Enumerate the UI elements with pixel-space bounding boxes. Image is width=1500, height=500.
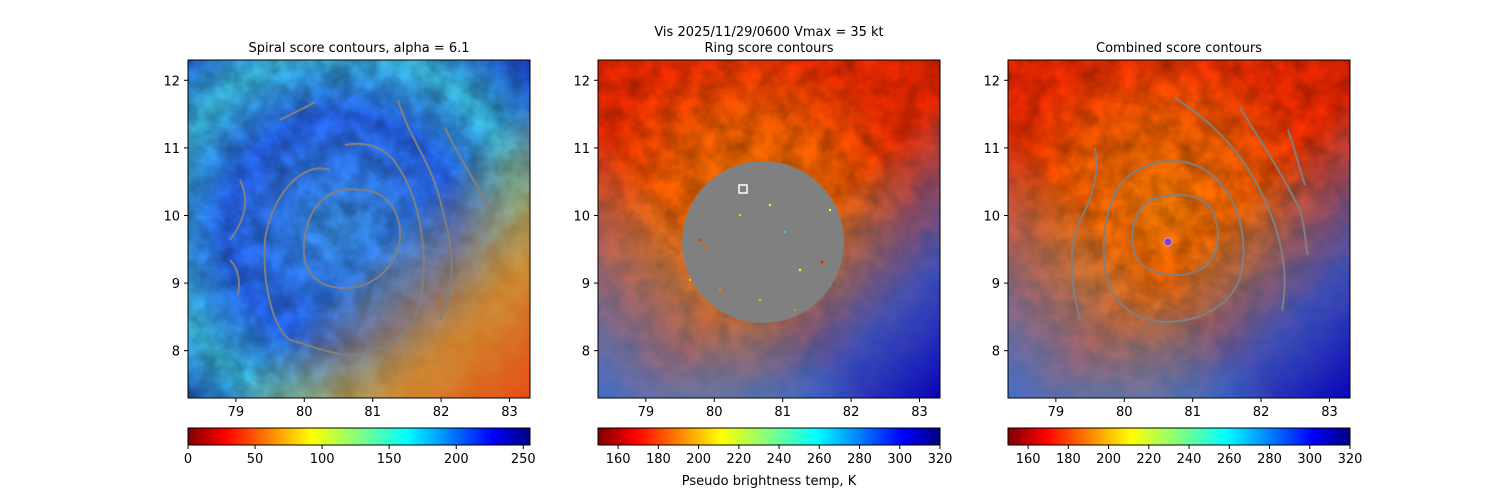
x-tick-label: 81 [1184, 405, 1201, 420]
colorbar-tick-label: 280 [1257, 452, 1282, 467]
y-tick-label: 9 [172, 277, 180, 292]
colorbar-tick-label: 200 [686, 452, 711, 467]
x-tick-label: 79 [228, 405, 245, 420]
colorbar-tick-label: 200 [1096, 452, 1121, 467]
panel-ring-image [598, 60, 940, 398]
x-tick-label: 82 [843, 405, 860, 420]
x-tick-label: 83 [501, 405, 518, 420]
x-tick-label: 79 [638, 405, 655, 420]
colorbar-tick-label: 0 [184, 452, 192, 467]
y-tick-label: 11 [163, 142, 180, 157]
colorbar-tick-label: 200 [444, 452, 469, 467]
colorbar-tick-label: 300 [887, 452, 912, 467]
ring-marker [738, 184, 748, 194]
x-tick-label: 83 [911, 405, 928, 420]
y-tick-label: 10 [983, 209, 1000, 224]
x-tick-label: 81 [774, 405, 791, 420]
colorbar-tick-label: 300 [1297, 452, 1322, 467]
figure-suptitle: Vis 2025/11/29/0600 Vmax = 35 kt [654, 25, 883, 40]
y-tick-label: 8 [992, 345, 1000, 360]
panel-ring-axes: 79 80 81 82 83 8 9 10 11 12 [573, 74, 927, 420]
y-tick-label: 9 [992, 277, 1000, 292]
panel-combined-axes: 79 80 81 82 83 8 9 10 11 12 [983, 74, 1337, 420]
x-tick-label: 82 [433, 405, 450, 420]
spiral-contours [229, 99, 491, 357]
colorbar-tick-label: 100 [310, 452, 335, 467]
x-tick-label: 80 [296, 405, 313, 420]
colorbar-tick-label: 220 [1136, 452, 1161, 467]
colorbar-tick-label: 180 [646, 452, 671, 467]
panel-combined-title: Combined score contours [1096, 41, 1262, 56]
colorbar-tick-label: 240 [767, 452, 792, 467]
x-tick-label: 81 [364, 405, 381, 420]
panel-spiral-colorbar: 0 50 100 150 200 250 [184, 427, 536, 467]
panel-spiral-title: Spiral score contours, alpha = 6.1 [248, 41, 469, 56]
colorbar-tick-label: 320 [928, 452, 953, 467]
x-tick-label: 80 [706, 405, 723, 420]
y-tick-label: 12 [983, 74, 1000, 89]
colorbar-label: Pseudo brightness temp, K [682, 474, 857, 489]
x-tick-label: 80 [1116, 405, 1133, 420]
y-tick-label: 12 [163, 74, 180, 89]
y-tick-label: 11 [573, 142, 590, 157]
panel-ring-title: Ring score contours [704, 41, 833, 56]
colorbar-tick-label: 260 [807, 452, 832, 467]
y-tick-label: 12 [573, 74, 590, 89]
panel-ring: Ring score contours [573, 41, 952, 489]
y-tick-label: 9 [582, 277, 590, 292]
y-tick-label: 10 [163, 209, 180, 224]
panel-spiral-image [188, 60, 530, 398]
colorbar-tick-label: 50 [247, 452, 264, 467]
colorbar-tick-label: 180 [1056, 452, 1081, 467]
y-tick-label: 8 [582, 345, 590, 360]
ring-speckles [688, 203, 832, 312]
colorbar-tick-label: 240 [1177, 452, 1202, 467]
panel-spiral-axes: 79 80 81 82 83 8 9 10 11 12 [163, 74, 517, 420]
colorbar-tick-label: 220 [726, 452, 751, 467]
colorbar-tick-label: 160 [1016, 452, 1041, 467]
panel-combined-image [1008, 60, 1350, 398]
x-tick-label: 82 [1253, 405, 1270, 420]
colorbar-tick-label: 150 [377, 452, 402, 467]
colorbar-tick-label: 320 [1338, 452, 1363, 467]
combined-contours [1070, 97, 1309, 324]
panel-combined: Combined score contours 79 80 81 82 83 8 9 10 1… [983, 41, 1362, 467]
ring-region [682, 161, 844, 323]
colorbar-tick-label: 160 [606, 452, 631, 467]
panel-spiral: Spiral score contours, alpha = 6.1 79 80 8… [163, 41, 535, 467]
colorbar-tick-label: 260 [1217, 452, 1242, 467]
panel-ring-colorbar: 160 180 200 220 240 260 280 300 320 Pseudo brigh… [597, 427, 953, 489]
x-tick-label: 83 [1321, 405, 1338, 420]
y-tick-label: 10 [573, 209, 590, 224]
x-tick-label: 79 [1048, 405, 1065, 420]
colorbar-tick-label: 280 [847, 452, 872, 467]
combined-eye-marker [1163, 237, 1173, 247]
colorbar-tick-label: 250 [511, 452, 536, 467]
panel-combined-colorbar: 160 180 200 220 240 260 280 300 320 [1007, 427, 1363, 467]
y-tick-label: 8 [172, 345, 180, 360]
y-tick-label: 11 [983, 142, 1000, 157]
